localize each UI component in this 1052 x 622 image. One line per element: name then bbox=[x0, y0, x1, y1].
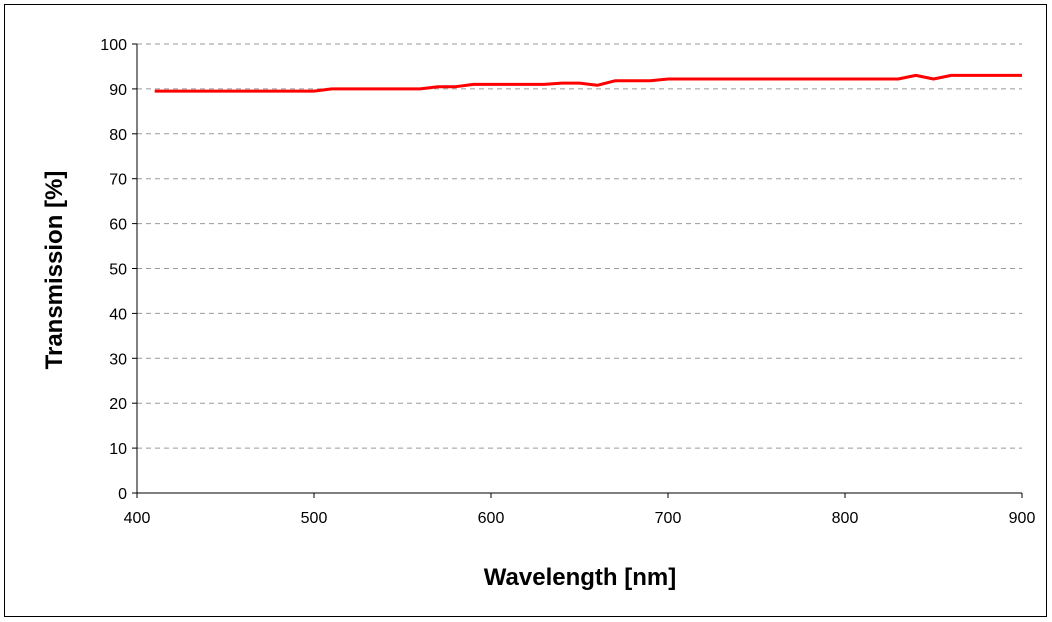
chart-frame bbox=[4, 4, 1047, 617]
x-tick-label-400: 400 bbox=[124, 510, 151, 527]
y-tick-label-80: 80 bbox=[109, 127, 127, 144]
series-line-0 bbox=[154, 73, 1022, 93]
y-tick-label-30: 30 bbox=[109, 351, 127, 368]
gridlines bbox=[137, 43, 1022, 449]
y-tick-label-50: 50 bbox=[109, 262, 127, 279]
y-tick-label-100: 100 bbox=[100, 37, 127, 54]
x-tick-label-800: 800 bbox=[832, 510, 859, 527]
x-tick-label-900: 900 bbox=[1009, 510, 1036, 527]
x-tick-label-700: 700 bbox=[655, 510, 682, 527]
y-tick-labels: 0 10 20 30 40 50 60 70 80 90 100 bbox=[100, 37, 127, 503]
axes bbox=[132, 43, 1023, 498]
y-tick-label-90: 90 bbox=[109, 82, 127, 99]
series bbox=[154, 73, 1022, 93]
y-tick-label-40: 40 bbox=[109, 306, 127, 323]
x-tick-labels: 400 500 600 700 800 900 bbox=[124, 510, 1036, 527]
y-tick-label-70: 70 bbox=[109, 172, 127, 189]
x-tick-label-600: 600 bbox=[478, 510, 505, 527]
y-tick-label-0: 0 bbox=[118, 486, 127, 503]
y-axis-title: Transmission [%] bbox=[41, 171, 68, 370]
y-tick-label-20: 20 bbox=[109, 396, 127, 413]
x-axis-title: Wavelength [nm] bbox=[484, 564, 676, 591]
y-tick-label-10: 10 bbox=[109, 441, 127, 458]
y-tick-label-60: 60 bbox=[109, 217, 127, 234]
x-tick-label-500: 500 bbox=[301, 510, 328, 527]
